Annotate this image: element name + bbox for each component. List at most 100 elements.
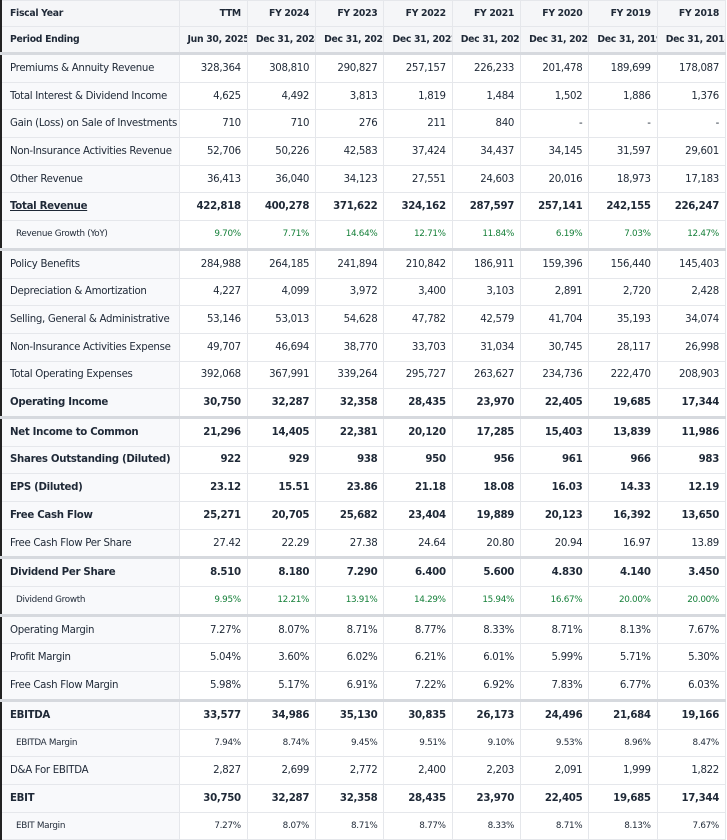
cell-value: 929 bbox=[246, 445, 317, 475]
cell-value: 22,381 bbox=[315, 416, 385, 447]
row-label-text: Profit Margin bbox=[10, 652, 71, 664]
row-label-text: Revenue Growth (YoY) bbox=[16, 229, 108, 240]
cell-value: 20.94 bbox=[520, 528, 590, 560]
cell-value: 1,502 bbox=[520, 81, 590, 111]
cell-value: 710 bbox=[246, 109, 317, 139]
cell-value: 983 bbox=[656, 445, 727, 475]
cell-value: 34,437 bbox=[451, 137, 522, 166]
cell-value: 32,358 bbox=[315, 388, 385, 419]
cell-value: 9.70% bbox=[178, 220, 248, 251]
table-row: Depreciation & Amortization 4,227 4,099 3,9… bbox=[0, 277, 727, 307]
cell-value: 23,970 bbox=[451, 783, 522, 813]
cell-value: 226,247 bbox=[656, 192, 727, 222]
table-row: Shares Outstanding (Diluted) 922 929 938 950… bbox=[0, 445, 727, 475]
cell-value: 1,484 bbox=[451, 81, 522, 111]
cell-value: 12.71% bbox=[383, 220, 453, 251]
cell-value: 27.42 bbox=[178, 528, 248, 560]
cell-value: 4,099 bbox=[246, 277, 317, 307]
cell-value: 32,358 bbox=[315, 783, 385, 813]
cell-value: 6.03% bbox=[656, 671, 727, 702]
cell-value: 4,492 bbox=[246, 81, 317, 111]
cell-value: 3,400 bbox=[383, 277, 453, 307]
cell-value: - bbox=[656, 109, 727, 139]
cell-value: 26,173 bbox=[451, 699, 522, 730]
cell-value: 242,155 bbox=[588, 192, 658, 222]
cell-value: 8.33% bbox=[451, 811, 522, 840]
row-label-text: EBIT bbox=[10, 792, 35, 804]
cell-value: 2,772 bbox=[315, 756, 385, 785]
row-label-text[interactable]: Total Revenue bbox=[10, 201, 88, 213]
cell-value: 36,040 bbox=[246, 164, 317, 194]
row-label: Other Revenue bbox=[0, 164, 180, 194]
row-label-text: Non-Insurance Activities Revenue bbox=[10, 145, 172, 157]
table-row: Free Cash Flow 25,271 20,705 25,682 23,404 19… bbox=[0, 501, 727, 530]
cell-value: 11.84% bbox=[451, 220, 522, 251]
row-label: Non-Insurance Activities Expense bbox=[0, 332, 180, 362]
table-row: D&A For EBITDA 2,827 2,699 2,772 2,400 2,203 2… bbox=[0, 756, 727, 785]
cell-value: 8.71% bbox=[520, 614, 590, 645]
cell-value: 25,271 bbox=[178, 501, 248, 530]
table-row: EBITDA 33,577 34,986 35,130 30,835 26,173 24,4… bbox=[0, 699, 727, 730]
column-header-year[interactable]: FY 2024 bbox=[246, 0, 317, 27]
cell-value: - bbox=[588, 109, 658, 139]
cell-value: 234,736 bbox=[520, 360, 590, 390]
cell-value: 38,770 bbox=[315, 332, 385, 362]
cell-value: 16.67% bbox=[520, 586, 590, 617]
cell-value: 46,694 bbox=[246, 332, 317, 362]
cell-value: 34,074 bbox=[656, 305, 727, 334]
cell-value: 19,889 bbox=[451, 501, 522, 530]
cell-value: 6.92% bbox=[451, 671, 522, 702]
fiscal-year-header-row: Fiscal Year TTM FY 2024 FY 2023 FY 2022 FY 2… bbox=[0, 0, 727, 27]
cell-value: 6.77% bbox=[588, 671, 658, 702]
cell-value: 13.89 bbox=[656, 528, 727, 560]
row-label: Premiums & Annuity Revenue bbox=[0, 53, 180, 83]
cell-value: 27.38 bbox=[315, 528, 385, 560]
cell-value: 20.00% bbox=[588, 586, 658, 617]
cell-value: 257,157 bbox=[383, 53, 453, 83]
cell-value: 189,699 bbox=[588, 53, 658, 83]
column-header-year[interactable]: FY 2020 bbox=[520, 0, 590, 27]
cell-value: 6.19% bbox=[520, 220, 590, 251]
cell-value: 264,185 bbox=[246, 248, 317, 279]
cell-value: 28,117 bbox=[588, 332, 658, 362]
cell-value: 19,166 bbox=[656, 699, 727, 730]
cell-value: 18.08 bbox=[451, 473, 522, 502]
row-label-text: Depreciation & Amortization bbox=[10, 286, 147, 298]
row-label: Dividend Per Share bbox=[0, 557, 180, 588]
row-label-text: Premiums & Annuity Revenue bbox=[10, 62, 155, 74]
cell-value: 17,285 bbox=[451, 416, 522, 447]
cell-value: 9.45% bbox=[315, 728, 385, 758]
cell-value: 23.12 bbox=[178, 473, 248, 502]
cell-value: 966 bbox=[588, 445, 658, 475]
row-label-text: EPS (Diluted) bbox=[10, 482, 83, 494]
column-header-year[interactable]: FY 2022 bbox=[383, 0, 453, 27]
row-label: Profit Margin bbox=[0, 643, 180, 673]
cell-value: 6.400 bbox=[383, 557, 453, 588]
row-label: Operating Margin bbox=[0, 614, 180, 645]
cell-value: 21,684 bbox=[588, 699, 658, 730]
table-row: Non-Insurance Activities Revenue 52,706 50… bbox=[0, 137, 727, 166]
cell-value: 961 bbox=[520, 445, 590, 475]
table-row: Selling, General & Administrative 53,146 5… bbox=[0, 305, 727, 334]
cell-value: 22.29 bbox=[246, 528, 317, 560]
column-header-year[interactable]: FY 2018 bbox=[656, 0, 727, 27]
table-row: Net Income to Common 21,296 14,405 22,381 20… bbox=[0, 416, 727, 447]
column-header-year[interactable]: FY 2023 bbox=[315, 0, 385, 27]
cell-value: 16.97 bbox=[588, 528, 658, 560]
row-label: Free Cash Flow Margin bbox=[0, 671, 180, 702]
cell-value: 8.510 bbox=[178, 557, 248, 588]
cell-value: - bbox=[520, 109, 590, 139]
cell-value: 8.33% bbox=[451, 614, 522, 645]
column-header-year[interactable]: FY 2019 bbox=[588, 0, 658, 27]
cell-value: 28,435 bbox=[383, 783, 453, 813]
column-header-year[interactable]: TTM bbox=[178, 0, 248, 27]
period-ending-label: Period Ending bbox=[0, 26, 180, 55]
column-header-period: Jun 30, 2025 bbox=[178, 26, 248, 55]
cell-value: 20,120 bbox=[383, 416, 453, 447]
cell-value: 2,203 bbox=[451, 756, 522, 785]
row-label-text: Free Cash Flow Per Share bbox=[10, 537, 132, 549]
column-header-year[interactable]: FY 2021 bbox=[451, 0, 522, 27]
table-row: Operating Income 30,750 32,287 32,358 28,435… bbox=[0, 388, 727, 419]
row-label-text: Non-Insurance Activities Expense bbox=[10, 341, 171, 353]
cell-value: 210,842 bbox=[383, 248, 453, 279]
